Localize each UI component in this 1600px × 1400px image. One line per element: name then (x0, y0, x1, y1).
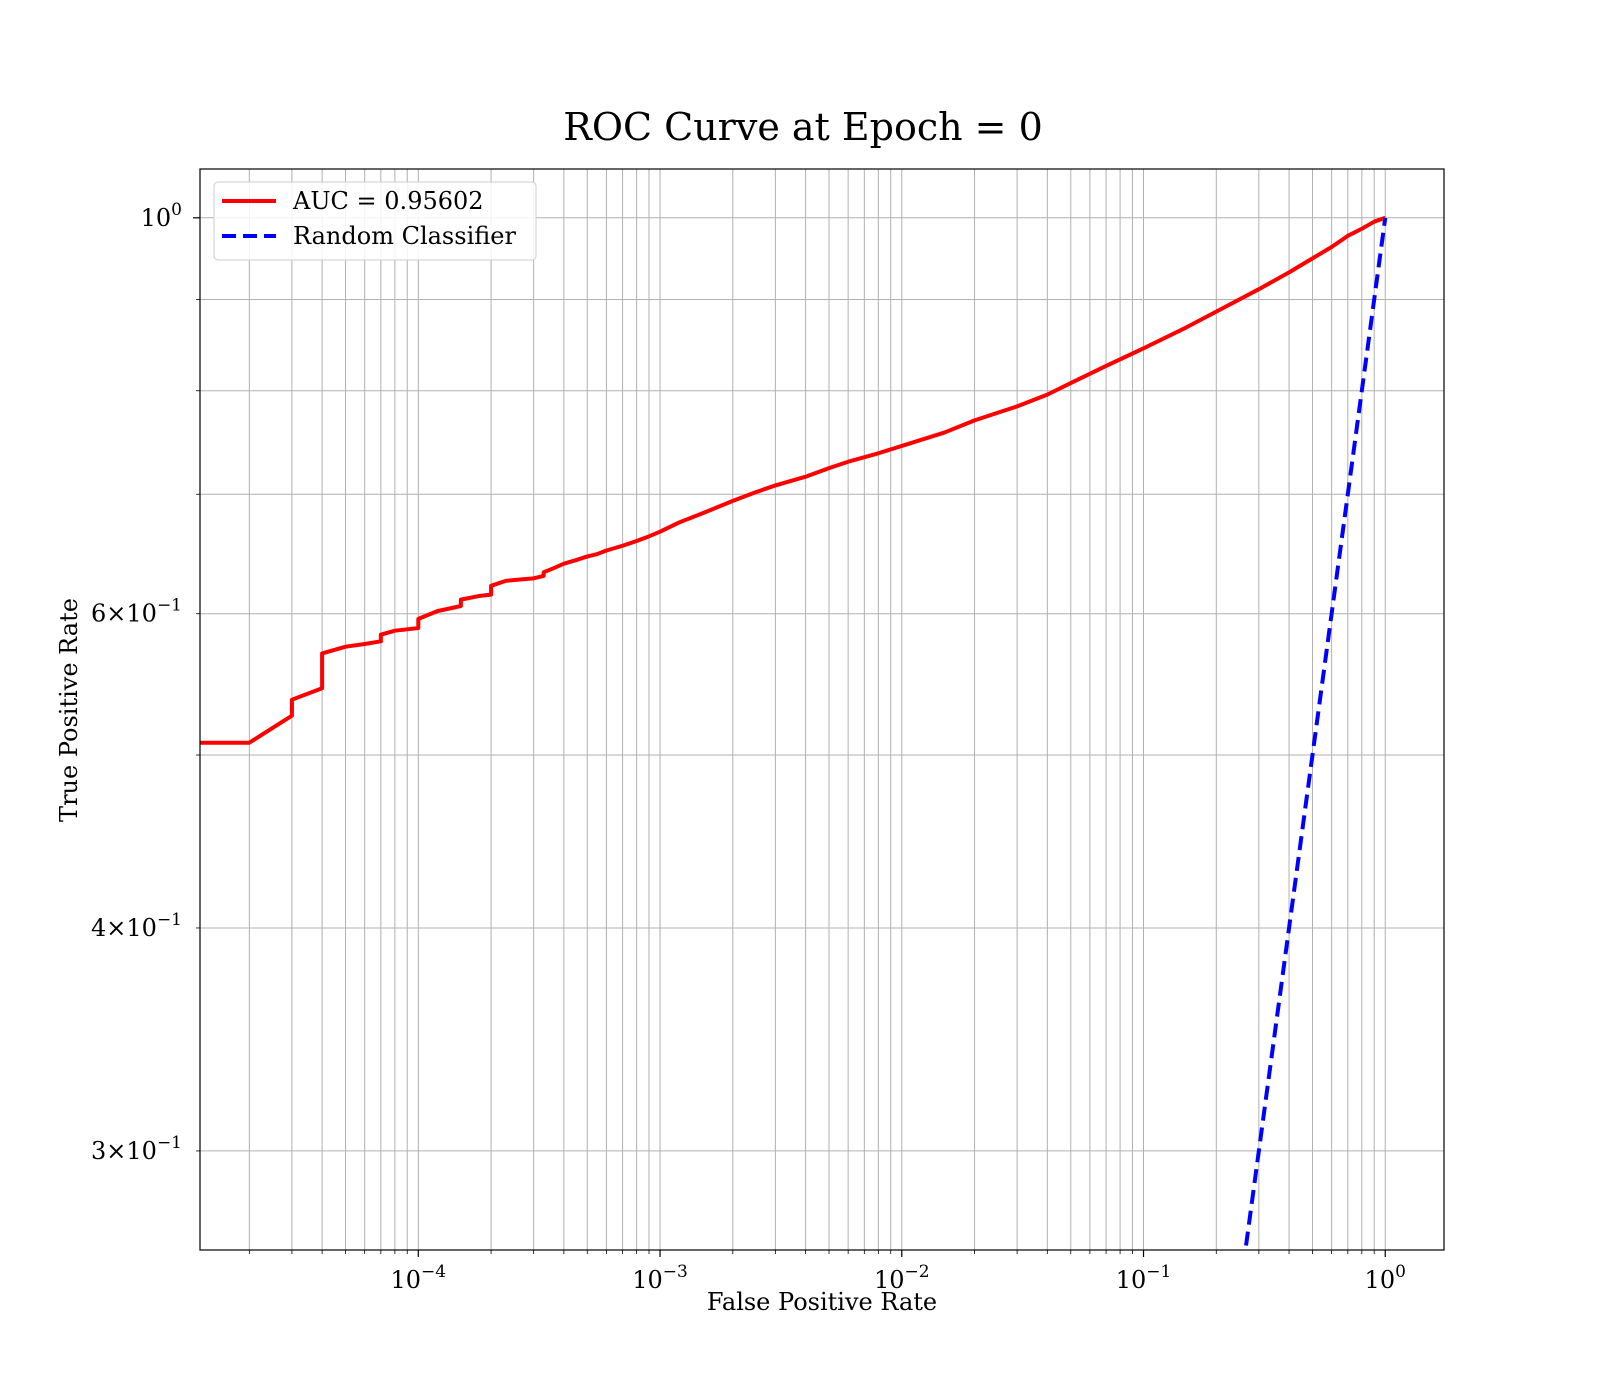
y-tick-label: 4×10−1 (91, 910, 182, 942)
legend-box (213, 181, 537, 261)
x-tick-label: 100 (1365, 1262, 1406, 1294)
tick-layer: 10−4 10−3 10−2 10−1 100 100 6×10−1 4×10−1 3×10−1 (91, 200, 1406, 1294)
legend-label-random-classifier: Random Classifier (293, 222, 516, 250)
x-tick-label: 10−3 (632, 1262, 688, 1294)
plot-area-frame (199, 168, 1445, 1251)
y-axis-label: True Positive Rate (55, 598, 83, 822)
grid-layer (200, 169, 1444, 1250)
x-tick-label: 10−1 (1116, 1262, 1172, 1294)
chart-title: ROC Curve at Epoch = 0 (563, 105, 1043, 149)
y-tick-label: 100 (141, 200, 182, 232)
roc-curve-line (200, 215, 1386, 745)
x-axis-label: False Positive Rate (707, 1288, 937, 1316)
legend-label-auc: AUC = 0.95602 (292, 187, 484, 215)
y-tick-label: 3×10−1 (91, 1133, 182, 1165)
random-classifier-line (1243, 217, 1388, 1250)
series-layer (200, 215, 1388, 1250)
legend: AUC = 0.95602 Random Classifier (213, 181, 537, 261)
x-tick-label: 10−4 (391, 1262, 447, 1294)
x-tick-label: 10−2 (874, 1262, 930, 1294)
y-tick-label: 6×10−1 (91, 596, 182, 628)
